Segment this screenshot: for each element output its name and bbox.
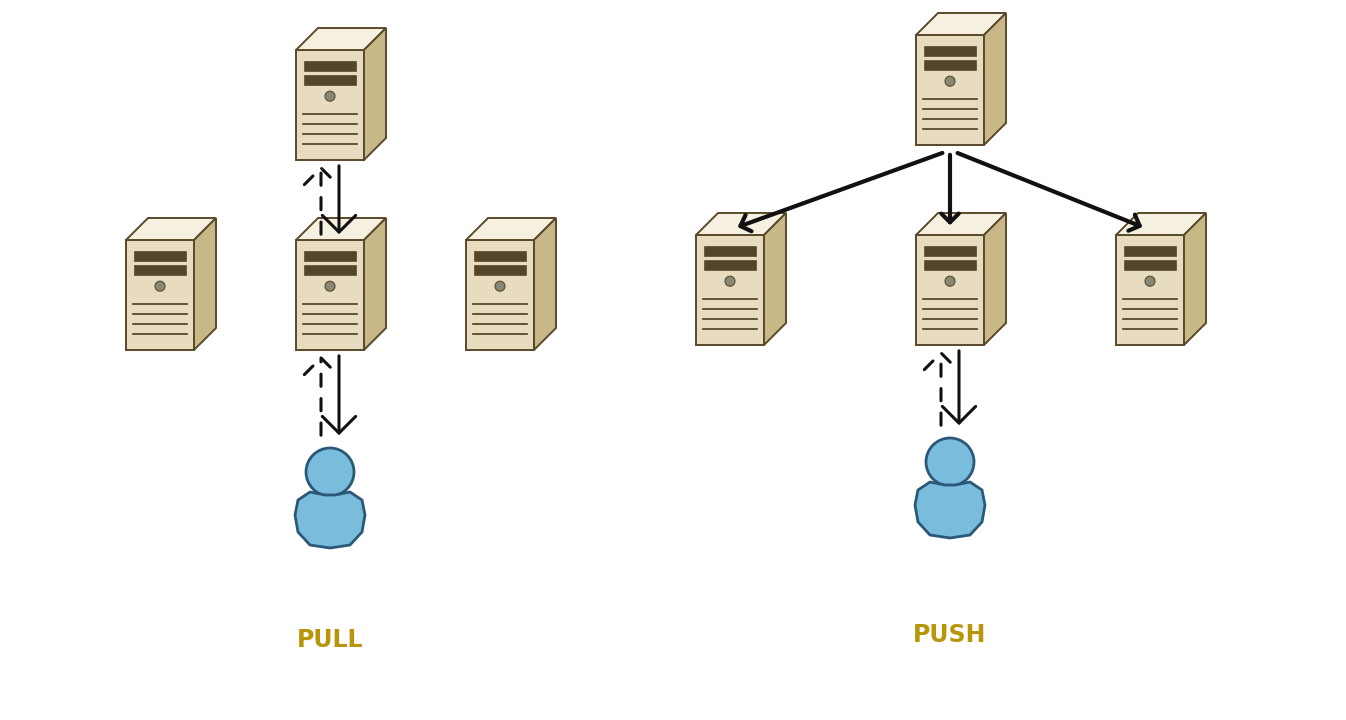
- Polygon shape: [304, 251, 355, 261]
- Polygon shape: [704, 261, 756, 270]
- Polygon shape: [917, 235, 984, 345]
- Text: PULL: PULL: [296, 628, 363, 652]
- Circle shape: [926, 438, 975, 486]
- Polygon shape: [474, 251, 526, 261]
- Circle shape: [155, 282, 166, 291]
- Polygon shape: [135, 251, 186, 261]
- Polygon shape: [296, 50, 363, 160]
- Circle shape: [725, 276, 735, 287]
- Polygon shape: [304, 61, 355, 71]
- Circle shape: [495, 282, 505, 291]
- Polygon shape: [696, 213, 786, 235]
- Polygon shape: [363, 218, 386, 350]
- Polygon shape: [1116, 235, 1184, 345]
- Polygon shape: [127, 218, 215, 240]
- Polygon shape: [984, 213, 1005, 345]
- Polygon shape: [917, 13, 1005, 35]
- Polygon shape: [135, 265, 186, 275]
- Polygon shape: [1124, 261, 1176, 270]
- Polygon shape: [296, 28, 386, 50]
- Polygon shape: [704, 246, 756, 256]
- Polygon shape: [466, 218, 556, 240]
- Polygon shape: [917, 213, 1005, 235]
- Circle shape: [945, 76, 956, 86]
- Polygon shape: [1184, 213, 1206, 345]
- Polygon shape: [765, 213, 786, 345]
- Circle shape: [945, 276, 956, 287]
- Polygon shape: [295, 492, 365, 548]
- Polygon shape: [925, 46, 976, 56]
- Polygon shape: [194, 218, 215, 350]
- Polygon shape: [917, 35, 984, 145]
- Polygon shape: [534, 218, 556, 350]
- Circle shape: [1145, 276, 1155, 287]
- Circle shape: [324, 91, 335, 102]
- Polygon shape: [127, 240, 194, 350]
- Circle shape: [306, 448, 354, 496]
- Circle shape: [324, 282, 335, 291]
- Polygon shape: [984, 13, 1005, 145]
- Polygon shape: [1116, 213, 1206, 235]
- Polygon shape: [363, 28, 386, 160]
- Polygon shape: [925, 60, 976, 71]
- Polygon shape: [925, 246, 976, 256]
- Polygon shape: [304, 265, 355, 275]
- Polygon shape: [304, 76, 355, 85]
- Polygon shape: [466, 240, 534, 350]
- Polygon shape: [474, 265, 526, 275]
- Polygon shape: [296, 218, 386, 240]
- Polygon shape: [915, 482, 985, 538]
- Polygon shape: [696, 235, 765, 345]
- Polygon shape: [1124, 246, 1176, 256]
- Text: PUSH: PUSH: [914, 623, 987, 647]
- Polygon shape: [296, 240, 363, 350]
- Polygon shape: [925, 261, 976, 270]
